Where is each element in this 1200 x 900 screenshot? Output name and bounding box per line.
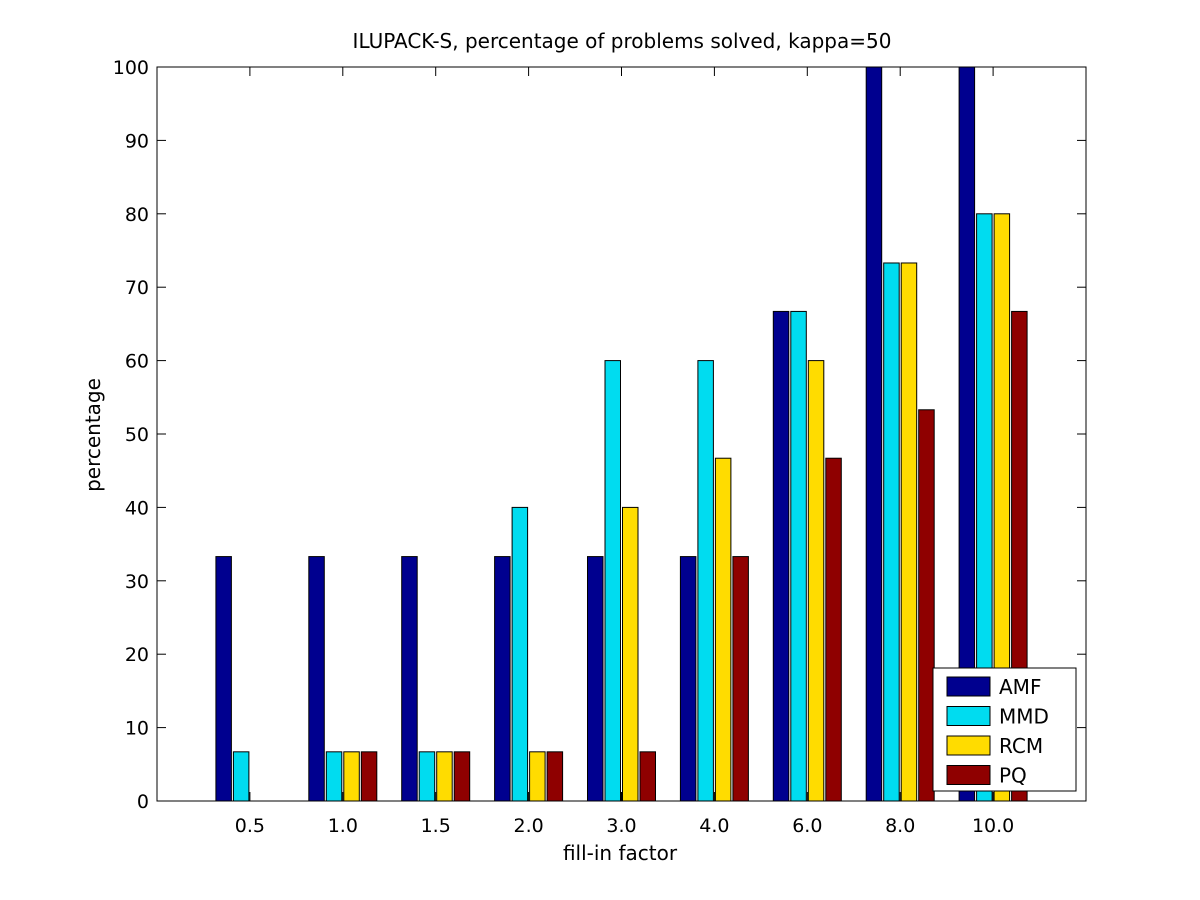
bar-pq-1.0 (360, 751, 378, 802)
bar-mmd-0.5 (232, 751, 250, 802)
bar-pq-8.0 (918, 409, 935, 802)
y-tick-label: 70 (125, 277, 149, 299)
bar-rcm-1.0 (343, 751, 360, 802)
x-tick-label: 2.0 (513, 815, 543, 837)
x-tick-label: 1.5 (421, 815, 451, 837)
y-tick-label: 40 (125, 497, 149, 519)
x-tick-label: 0.5 (235, 815, 265, 837)
bar-mmd-6.0 (790, 310, 807, 802)
bar-rcm-3.0 (622, 506, 639, 802)
x-tick-label: 6.0 (792, 815, 822, 837)
x-tick-label: 3.0 (606, 815, 636, 837)
bar-rcm-8.0 (900, 262, 918, 802)
bar-amf-1.0 (308, 556, 325, 802)
bar-amf-6.0 (772, 310, 790, 802)
bar-amf-10.0 (958, 66, 976, 802)
bar-rcm-6.0 (807, 360, 825, 802)
x-axis-label: fill-in factor (563, 841, 678, 865)
legend-label-amf: AMF (999, 675, 1041, 699)
bar-amf-8.0 (865, 66, 883, 802)
legend-label-pq: PQ (999, 764, 1027, 788)
y-tick-label: 10 (125, 718, 149, 740)
x-tick-label: 8.0 (885, 815, 915, 837)
y-axis-label: percentage (81, 378, 105, 492)
bar-mmd-2.0 (511, 506, 529, 802)
y-tick-label: 30 (125, 571, 149, 593)
bar-mmd-8.0 (883, 262, 900, 802)
legend-label-rcm: RCM (999, 734, 1043, 758)
bar-mmd-10.0 (976, 213, 993, 802)
x-tick-label: 1.0 (328, 815, 358, 837)
bar-pq-1.5 (453, 751, 471, 802)
y-tick-label: 60 (125, 351, 149, 373)
bar-amf-0.5 (215, 556, 232, 802)
x-tick-label: 4.0 (699, 815, 729, 837)
legend-swatch-amf (946, 676, 991, 697)
legend-swatch-mmd (946, 706, 991, 726)
bar-amf-2.0 (494, 556, 511, 802)
y-tick-labels: 0 10 20 30 40 50 60 70 80 90 100 (113, 57, 149, 813)
bar-rcm-1.5 (436, 751, 453, 802)
bar-pq-6.0 (825, 457, 842, 802)
x-tick-labels: 0.5 1.0 1.5 2.0 3.0 4.0 6.0 8.0 10.0 (235, 815, 1014, 837)
bars-group (215, 66, 1028, 802)
bar-mmd-1.5 (418, 751, 436, 802)
bar-rcm-2.0 (529, 751, 546, 802)
bar-pq-4.0 (732, 556, 749, 802)
bar-rcm-4.0 (714, 457, 732, 802)
legend-swatch-pq (946, 765, 991, 785)
y-tick-label: 90 (125, 130, 149, 152)
legend-label-mmd: MMD (999, 705, 1049, 729)
x-tick-label: 10.0 (972, 815, 1014, 837)
bar-rcm-10.0 (993, 213, 1011, 802)
bar-mmd-4.0 (697, 360, 714, 802)
y-tick-label: 100 (113, 57, 149, 79)
bar-pq-3.0 (639, 751, 656, 802)
bar-amf-1.5 (401, 556, 418, 802)
bar-amf-3.0 (587, 556, 604, 802)
y-tick-label: 20 (125, 644, 149, 666)
bar-pq-2.0 (546, 751, 564, 802)
y-tick-label: 50 (125, 424, 149, 446)
chart-title: ILUPACK-S, percentage of problems solved… (353, 29, 892, 53)
y-tick-label: 80 (125, 204, 149, 226)
y-tick-label: 0 (137, 791, 149, 813)
bar-amf-4.0 (679, 556, 697, 802)
legend: AMF MMD RCM PQ (932, 667, 1077, 792)
bar-mmd-3.0 (604, 360, 621, 802)
bar-mmd-1.0 (325, 751, 343, 802)
legend-swatch-rcm (946, 735, 991, 756)
